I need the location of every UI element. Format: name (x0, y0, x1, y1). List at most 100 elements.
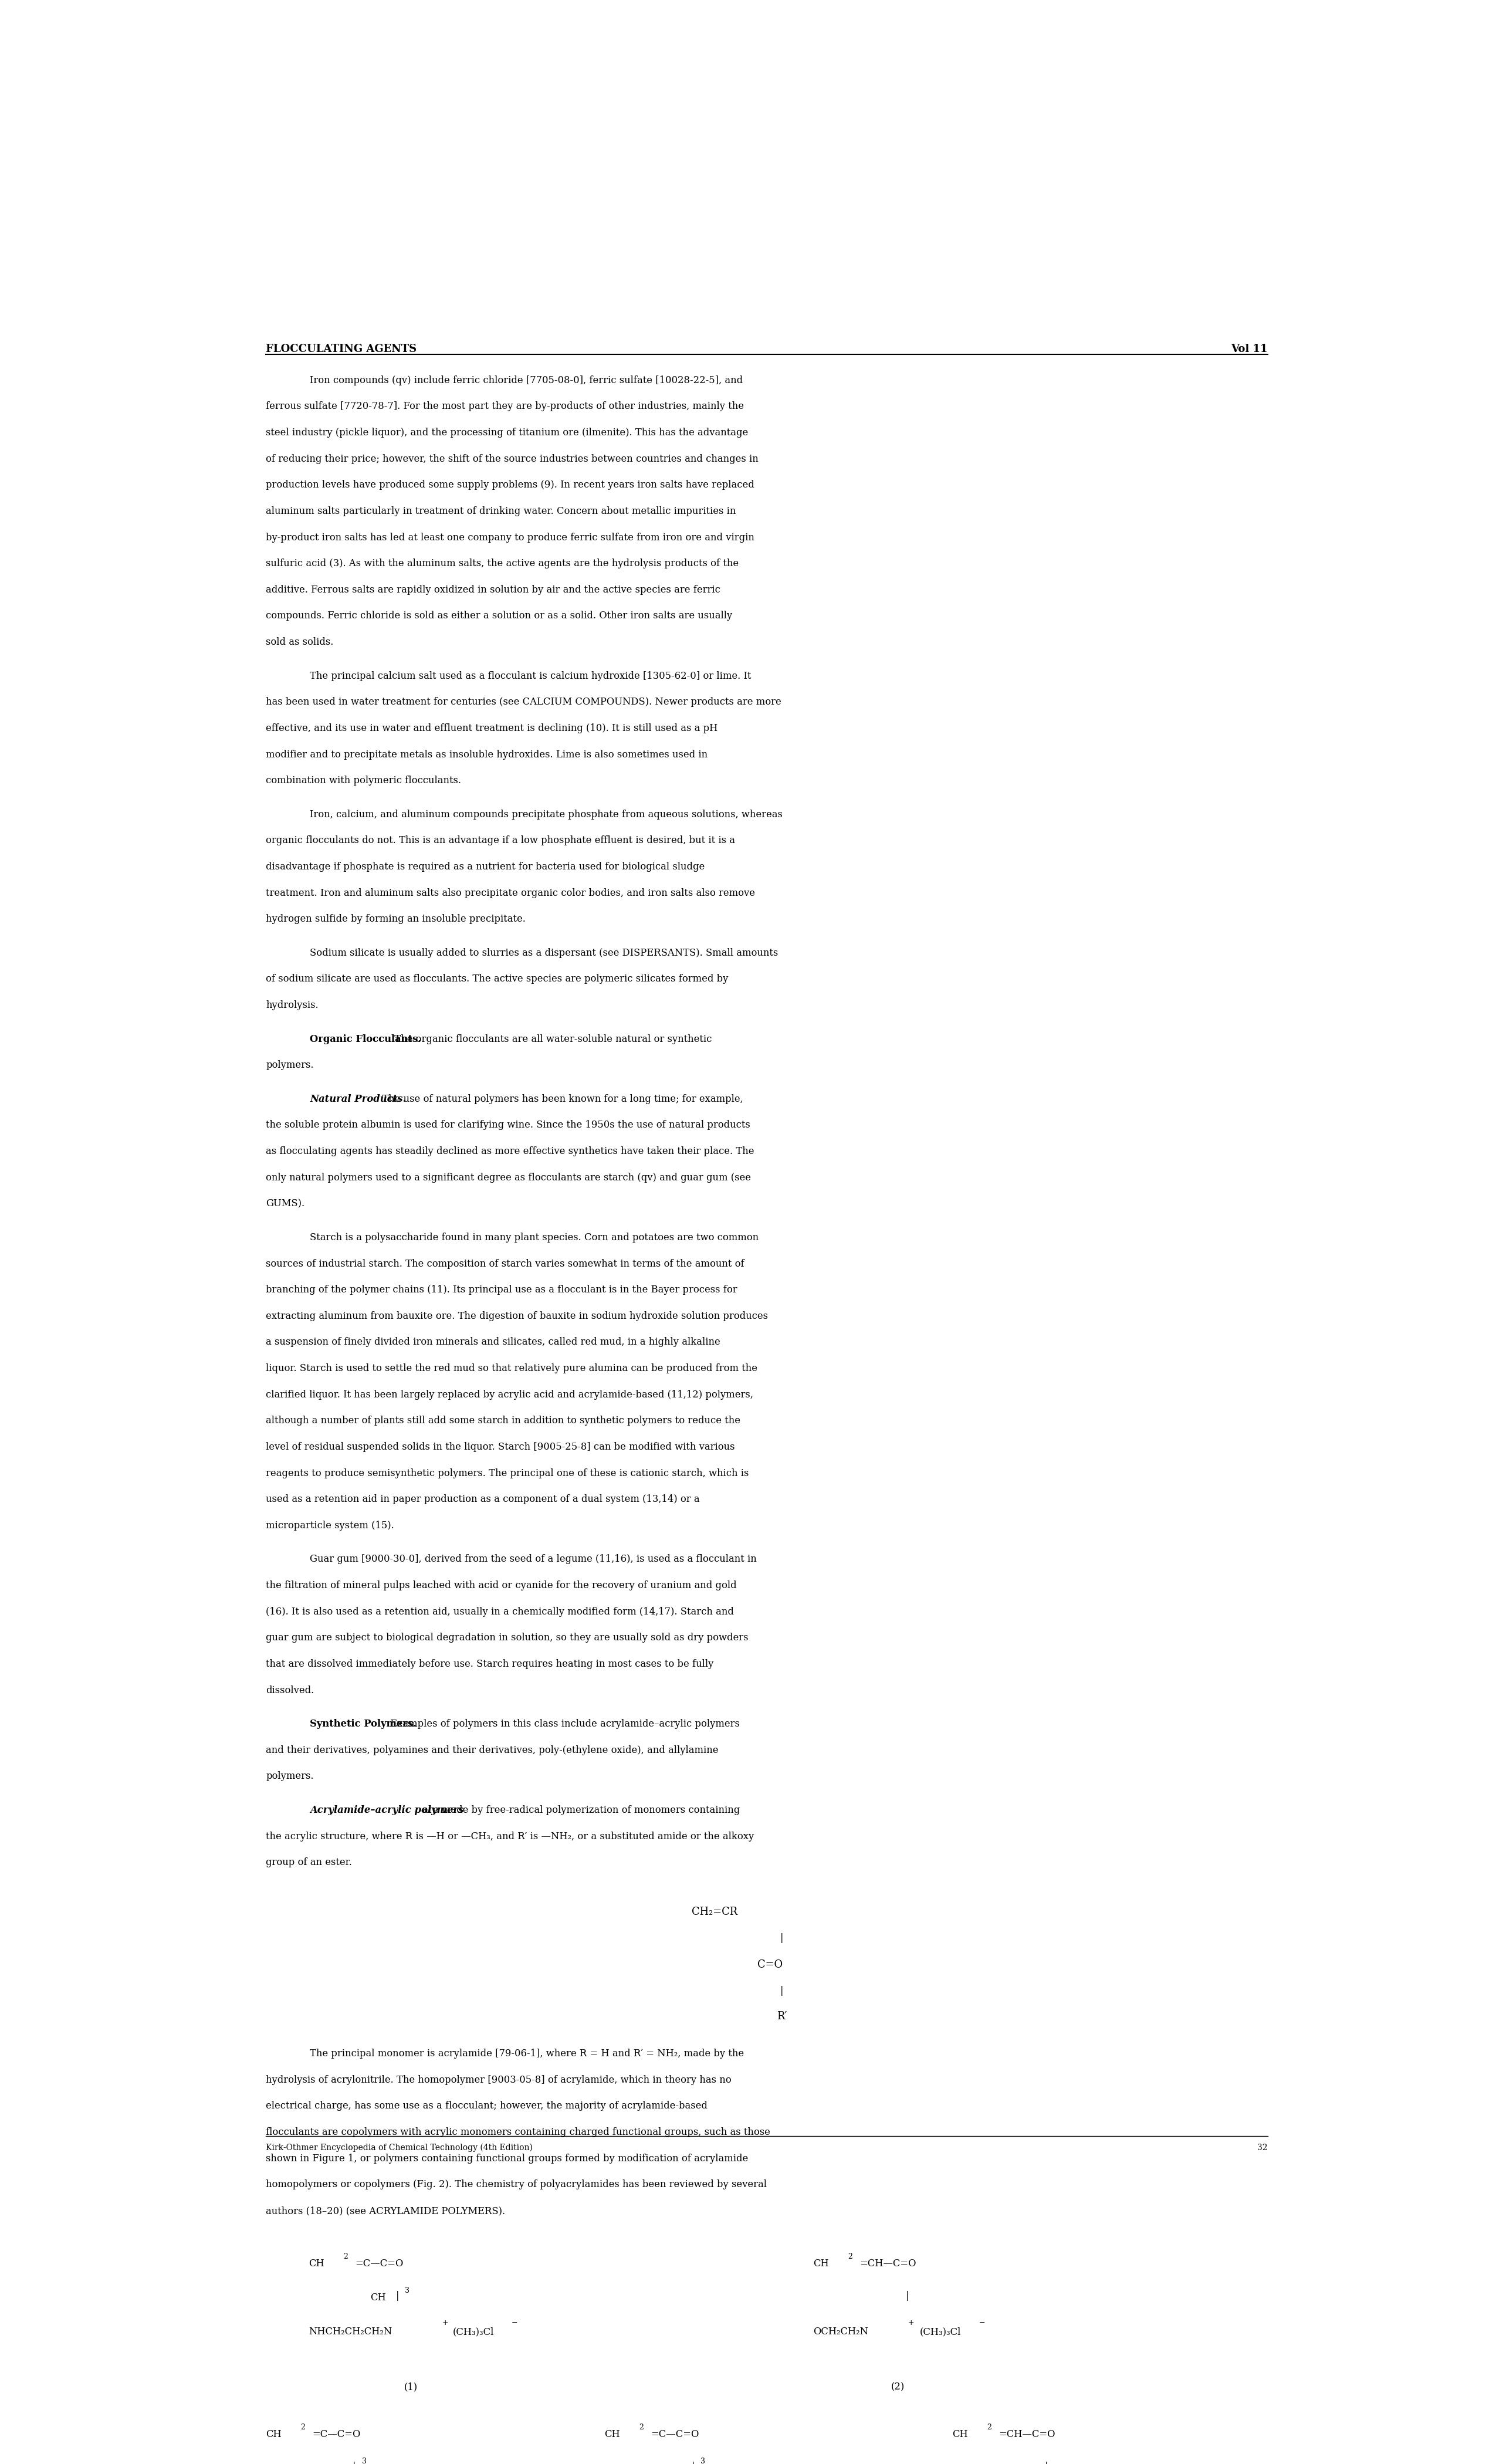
Text: reagents to produce semisynthetic polymers. The principal one of these is cation: reagents to produce semisynthetic polyme… (266, 1469, 749, 1478)
Text: Starch is a polysaccharide found in many plant species. Corn and potatoes are tw: Starch is a polysaccharide found in many… (310, 1232, 758, 1242)
Text: 3: 3 (405, 2287, 410, 2294)
Text: CH: CH (604, 2430, 619, 2439)
Text: authors (18–20) (see ACRYLAMIDE POLYMERS).: authors (18–20) (see ACRYLAMIDE POLYMERS… (266, 2205, 506, 2215)
Text: =C—C=O: =C—C=O (313, 2430, 361, 2439)
Text: sources of industrial starch. The composition of starch varies somewhat in terms: sources of industrial starch. The compos… (266, 1259, 745, 1269)
Text: (16). It is also used as a retention aid, usually in a chemically modified form : (16). It is also used as a retention aid… (266, 1607, 735, 1616)
Text: has been used in water treatment for centuries (see CALCIUM COMPOUNDS). Newer pr: has been used in water treatment for cen… (266, 697, 781, 707)
Text: Iron, calcium, and aluminum compounds precipitate phosphate from aqueous solutio: Iron, calcium, and aluminum compounds pr… (310, 811, 782, 821)
Text: FLOCCULATING AGENTS: FLOCCULATING AGENTS (266, 345, 417, 355)
Text: CH: CH (814, 2259, 829, 2269)
Text: 2: 2 (639, 2425, 643, 2432)
Text: −: − (978, 2319, 984, 2326)
Text: additive. Ferrous salts are rapidly oxidized in solution by air and the active s: additive. Ferrous salts are rapidly oxid… (266, 584, 721, 594)
Text: (1): (1) (404, 2383, 417, 2393)
Text: the filtration of mineral pulps leached with acid or cyanide for the recovery of: the filtration of mineral pulps leached … (266, 1579, 736, 1589)
Text: 2: 2 (301, 2425, 305, 2432)
Text: microparticle system (15).: microparticle system (15). (266, 1520, 393, 1530)
Text: and their derivatives, polyamines and their derivatives, poly-(ethylene oxide), : and their derivatives, polyamines and th… (266, 1745, 718, 1754)
Text: extracting aluminum from bauxite ore. The digestion of bauxite in sodium hydroxi: extracting aluminum from bauxite ore. Th… (266, 1311, 767, 1321)
Text: the soluble protein albumin is used for clarifying wine. Since the 1950s the use: the soluble protein albumin is used for … (266, 1121, 751, 1131)
Text: steel industry (pickle liquor), and the processing of titanium ore (ilmenite). T: steel industry (pickle liquor), and the … (266, 429, 748, 439)
Text: modifier and to precipitate metals as insoluble hydroxides. Lime is also sometim: modifier and to precipitate metals as in… (266, 749, 708, 759)
Text: =C—C=O: =C—C=O (355, 2259, 404, 2269)
Text: compounds. Ferric chloride is sold as either a solution or as a solid. Other iro: compounds. Ferric chloride is sold as ei… (266, 611, 733, 621)
Text: 32: 32 (1257, 2144, 1267, 2151)
Text: OCH₂CH₂N: OCH₂CH₂N (814, 2326, 868, 2336)
Text: of reducing their price; however, the shift of the source industries between cou: of reducing their price; however, the sh… (266, 453, 758, 463)
Text: 2: 2 (848, 2252, 853, 2259)
Text: production levels have produced some supply problems (9). In recent years iron s: production levels have produced some sup… (266, 480, 754, 490)
Text: (2): (2) (892, 2383, 905, 2393)
Text: Sodium silicate is usually added to slurries as a dispersant (see DISPERSANTS). : Sodium silicate is usually added to slur… (310, 949, 778, 958)
Text: sold as solids.: sold as solids. (266, 638, 334, 648)
Text: combination with polymeric flocculants.: combination with polymeric flocculants. (266, 776, 461, 786)
Text: +: + (443, 2319, 449, 2326)
Text: only natural polymers used to a significant degree as flocculants are starch (qv: only natural polymers used to a signific… (266, 1173, 751, 1183)
Text: Vol 11: Vol 11 (1231, 345, 1267, 355)
Text: 3: 3 (700, 2457, 705, 2464)
Text: 2: 2 (344, 2252, 349, 2259)
Text: NHCH₂CH₂CH₂N: NHCH₂CH₂CH₂N (308, 2326, 392, 2336)
Text: electrical charge, has some use as a flocculant; however, the majority of acryla: electrical charge, has some use as a flo… (266, 2102, 708, 2112)
Text: dissolved.: dissolved. (266, 1685, 314, 1695)
Text: Natural Products.: Natural Products. (310, 1094, 407, 1104)
Text: =CH—C=O: =CH—C=O (859, 2259, 916, 2269)
Text: homopolymers or copolymers (Fig. 2). The chemistry of polyacrylamides has been r: homopolymers or copolymers (Fig. 2). The… (266, 2181, 767, 2190)
Text: ferrous sulfate [7720-78-7]. For the most part they are by-products of other ind: ferrous sulfate [7720-78-7]. For the mos… (266, 402, 744, 411)
Text: shown in Figure 1, or polymers containing functional groups formed by modificati: shown in Figure 1, or polymers containin… (266, 2154, 748, 2163)
Text: polymers.: polymers. (266, 1060, 314, 1069)
Text: 2: 2 (987, 2425, 992, 2432)
Text: =CH—C=O: =CH—C=O (999, 2430, 1055, 2439)
Text: Iron compounds (qv) include ferric chloride [7705-08-0], ferric sulfate [10028-2: Iron compounds (qv) include ferric chlor… (310, 375, 744, 384)
Text: liquor. Starch is used to settle the red mud so that relatively pure alumina can: liquor. Starch is used to settle the red… (266, 1363, 757, 1372)
Text: hydrogen sulfide by forming an insoluble precipitate.: hydrogen sulfide by forming an insoluble… (266, 914, 525, 924)
Text: CH: CH (308, 2259, 325, 2269)
Text: used as a retention aid in paper production as a component of a dual system (13,: used as a retention aid in paper product… (266, 1493, 700, 1506)
Text: (CH₃)₃Cl: (CH₃)₃Cl (452, 2326, 494, 2336)
Text: hydrolysis.: hydrolysis. (266, 1000, 319, 1010)
Text: Synthetic Polymers.: Synthetic Polymers. (310, 1720, 416, 1730)
Text: as flocculating agents has steadily declined as more effective synthetics have t: as flocculating agents has steadily decl… (266, 1146, 754, 1156)
Text: hydrolysis of acrylonitrile. The homopolymer [9003-05-8] of acrylamide, which in: hydrolysis of acrylonitrile. The homopol… (266, 2075, 732, 2085)
Text: polymers.: polymers. (266, 1772, 314, 1781)
Text: |: | (779, 1986, 784, 1996)
Text: CH: CH (951, 2430, 968, 2439)
Text: guar gum are subject to biological degradation in solution, so they are usually : guar gum are subject to biological degra… (266, 1634, 748, 1643)
Text: The use of natural polymers has been known for a long time; for example,: The use of natural polymers has been kno… (378, 1094, 744, 1104)
Text: treatment. Iron and aluminum salts also precipitate organic color bodies, and ir: treatment. Iron and aluminum salts also … (266, 887, 755, 897)
Text: Guar gum [9000-30-0], derived from the seed of a legume (11,16), is used as a fl: Guar gum [9000-30-0], derived from the s… (310, 1555, 757, 1565)
Text: clarified liquor. It has been largely replaced by acrylic acid and acrylamide-ba: clarified liquor. It has been largely re… (266, 1390, 754, 1400)
Text: −: − (512, 2319, 518, 2326)
Text: flocculants are copolymers with acrylic monomers containing charged functional g: flocculants are copolymers with acrylic … (266, 2126, 770, 2136)
Text: C=O: C=O (757, 1959, 782, 1971)
Text: GUMS).: GUMS). (266, 1200, 305, 1210)
Text: +: + (908, 2319, 914, 2326)
Text: (CH₃)₃Cl: (CH₃)₃Cl (920, 2326, 960, 2336)
Text: a suspension of finely divided iron minerals and silicates, called red mud, in a: a suspension of finely divided iron mine… (266, 1338, 721, 1348)
Text: 3: 3 (362, 2457, 367, 2464)
Text: |: | (907, 2292, 910, 2301)
Text: Organic Flocculants.: Organic Flocculants. (310, 1035, 422, 1045)
Text: branching of the polymer chains (11). Its principal use as a flocculant is in th: branching of the polymer chains (11). It… (266, 1284, 738, 1296)
Text: Acrylamide–acrylic polymers: Acrylamide–acrylic polymers (310, 1806, 464, 1816)
Text: CH₂=CR: CH₂=CR (691, 1907, 738, 1917)
Text: The principal calcium salt used as a flocculant is calcium hydroxide [1305-62-0]: The principal calcium salt used as a flo… (310, 670, 751, 680)
Text: Kirk-Othmer Encyclopedia of Chemical Technology (4th Edition): Kirk-Othmer Encyclopedia of Chemical Tec… (266, 2144, 533, 2151)
Text: group of an ester.: group of an ester. (266, 1858, 352, 1868)
Text: of sodium silicate are used as flocculants. The active species are polymeric sil: of sodium silicate are used as flocculan… (266, 973, 729, 983)
Text: |: | (395, 2292, 399, 2301)
Text: by-product iron salts has led at least one company to produce ferric sulfate fro: by-product iron salts has led at least o… (266, 532, 754, 542)
Text: aluminum salts particularly in treatment of drinking water. Concern about metall: aluminum salts particularly in treatment… (266, 505, 736, 517)
Text: are made by free-radical polymerization of monomers containing: are made by free-radical polymerization … (420, 1806, 741, 1816)
Text: that are dissolved immediately before use. Starch requires heating in most cases: that are dissolved immediately before us… (266, 1658, 714, 1668)
Text: Examples of polymers in this class include acrylamide–acrylic polymers: Examples of polymers in this class inclu… (387, 1720, 739, 1730)
Text: disadvantage if phosphate is required as a nutrient for bacteria used for biolog: disadvantage if phosphate is required as… (266, 862, 705, 872)
Text: CH: CH (370, 2294, 386, 2304)
Text: although a number of plants still add some starch in addition to synthetic polym: although a number of plants still add so… (266, 1417, 741, 1427)
Text: R′: R′ (776, 2011, 787, 2020)
Text: =C—C=O: =C—C=O (651, 2430, 699, 2439)
Text: the acrylic structure, where R is —H or —CH₃, and R′ is —NH₂, or a substituted a: the acrylic structure, where R is —H or … (266, 1831, 754, 1841)
Text: |: | (779, 1934, 784, 1944)
Text: The organic flocculants are all water-soluble natural or synthetic: The organic flocculants are all water-so… (392, 1035, 712, 1045)
